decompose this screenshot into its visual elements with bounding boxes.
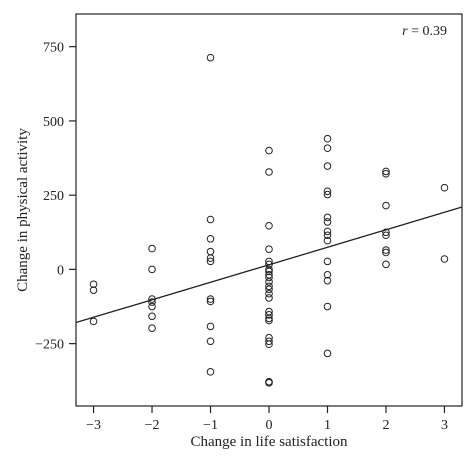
data-point xyxy=(148,265,156,274)
data-point xyxy=(265,294,273,302)
data-point xyxy=(265,289,273,298)
data-point xyxy=(265,314,273,323)
data-point xyxy=(323,270,332,279)
data-point xyxy=(323,227,332,236)
data-point xyxy=(265,379,273,387)
data-point xyxy=(206,337,215,346)
data-point xyxy=(382,260,390,269)
x-tick-label: −1 xyxy=(203,418,218,433)
data-point xyxy=(323,134,332,143)
data-point xyxy=(323,187,332,196)
data-point xyxy=(265,340,273,349)
data-point xyxy=(206,53,215,62)
data-point xyxy=(382,169,390,178)
data-point xyxy=(382,246,390,254)
data-points xyxy=(89,53,449,387)
x-tick-label: 0 xyxy=(266,418,273,433)
x-tick-label: 1 xyxy=(324,418,331,433)
x-tick-label: 3 xyxy=(441,418,448,433)
data-point xyxy=(148,298,156,306)
y-axis: −250 0 250 500 750 xyxy=(35,41,76,353)
data-point xyxy=(265,245,273,253)
data-point xyxy=(265,168,273,176)
data-point xyxy=(206,247,215,256)
data-point xyxy=(323,162,332,170)
data-point xyxy=(323,349,332,358)
data-point xyxy=(265,257,273,266)
data-point xyxy=(265,265,273,274)
data-point xyxy=(265,260,273,269)
y-tick-label: 250 xyxy=(43,189,64,204)
data-point xyxy=(323,213,332,222)
data-point xyxy=(323,190,332,199)
data-point xyxy=(323,218,332,226)
data-point xyxy=(89,280,98,289)
data-point xyxy=(265,311,273,319)
data-point xyxy=(265,278,273,286)
x-tick-label: −3 xyxy=(86,418,101,433)
data-point xyxy=(382,201,390,210)
data-point xyxy=(89,286,98,294)
y-tick-label: 0 xyxy=(57,263,64,278)
data-point xyxy=(382,231,390,240)
data-point xyxy=(382,248,390,257)
data-point xyxy=(148,302,156,311)
data-point xyxy=(265,267,273,276)
correlation-annotation: r = 0.39 xyxy=(402,24,447,39)
data-point xyxy=(206,235,215,243)
data-point xyxy=(323,231,332,240)
data-point xyxy=(440,183,449,192)
data-point xyxy=(206,257,215,266)
data-point xyxy=(206,322,215,331)
data-point xyxy=(265,273,273,282)
data-point xyxy=(206,215,215,224)
y-tick-label: 500 xyxy=(43,115,64,130)
x-tick-label: 2 xyxy=(382,418,389,433)
data-point xyxy=(206,297,215,306)
data-point xyxy=(148,324,156,332)
data-point xyxy=(148,244,156,253)
data-point xyxy=(323,257,332,266)
data-point xyxy=(265,337,273,346)
data-point xyxy=(323,276,332,285)
data-point xyxy=(382,167,390,176)
data-point xyxy=(206,295,215,303)
x-axis: −3 −2 −1 0 1 2 3 xyxy=(86,406,448,433)
data-point xyxy=(206,368,215,376)
data-point xyxy=(265,270,273,279)
data-point xyxy=(148,312,156,321)
data-point xyxy=(265,146,273,155)
data-point xyxy=(206,254,215,262)
x-tick-label: −2 xyxy=(145,418,160,433)
data-point xyxy=(265,221,273,230)
data-point xyxy=(148,295,156,303)
data-point xyxy=(323,302,332,311)
data-point xyxy=(265,316,273,325)
data-point xyxy=(382,228,390,237)
y-axis-label: Change in physical activity xyxy=(15,128,31,292)
data-point xyxy=(323,236,332,245)
x-axis-label: Change in life satisfaction xyxy=(190,434,348,450)
data-point xyxy=(265,285,273,294)
data-point xyxy=(265,282,273,291)
y-tick-label: 750 xyxy=(43,41,64,56)
data-point xyxy=(440,255,449,263)
data-point xyxy=(89,317,98,326)
data-point xyxy=(323,144,332,153)
y-tick-label: −250 xyxy=(35,338,64,353)
